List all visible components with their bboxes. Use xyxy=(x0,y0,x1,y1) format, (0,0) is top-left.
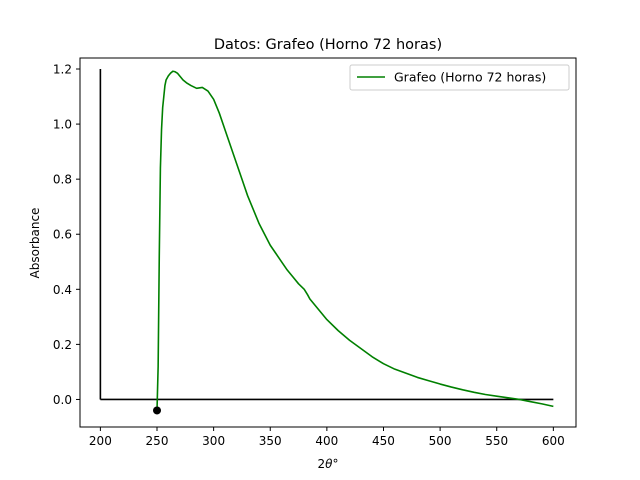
y-tick-label: 0.2 xyxy=(53,338,72,352)
x-tick-label: 600 xyxy=(542,434,565,448)
legend: Grafeo (Horno 72 horas) xyxy=(349,64,570,91)
y-axis-label: Absorbance xyxy=(28,208,42,279)
plot-frame xyxy=(79,57,577,428)
x-tick-label: 200 xyxy=(89,434,112,448)
y-tick-label: 1.0 xyxy=(53,118,72,132)
series-line-0 xyxy=(156,70,554,411)
x-axis-label-symbol: θ xyxy=(325,457,333,471)
x-tick-label: 450 xyxy=(372,434,395,448)
x-tick-label: 300 xyxy=(202,434,225,448)
legend-box xyxy=(349,64,570,91)
x-axis-ticks: 200 250 300 350 400 450 500 550 600 xyxy=(89,427,565,448)
y-tick-label: 0.0 xyxy=(53,393,72,407)
x-tick-label: 250 xyxy=(146,434,169,448)
x-tick-label: 550 xyxy=(485,434,508,448)
y-axis-ticks: 0.0 0.2 0.4 0.6 0.8 1.0 1.2 xyxy=(53,63,80,407)
x-tick-label: 400 xyxy=(315,434,338,448)
y-tick-label: 1.2 xyxy=(53,63,72,77)
y-tick-label: 0.4 xyxy=(53,283,72,297)
x-axis-label: 2θ° xyxy=(318,457,339,471)
x-tick-label: 500 xyxy=(429,434,452,448)
x-axis-label-suffix: ° xyxy=(332,457,338,471)
y-tick-label: 0.8 xyxy=(53,173,72,187)
y-tick-label: 0.6 xyxy=(53,228,72,242)
x-axis-label-prefix: 2 xyxy=(318,457,326,471)
x-tick-label: 350 xyxy=(259,434,282,448)
legend-label: Grafeo (Horno 72 horas) xyxy=(394,70,546,85)
marker-point xyxy=(153,406,162,415)
plot-area xyxy=(99,69,554,415)
chart-title: Datos: Grafeo (Horno 72 horas) xyxy=(214,37,442,53)
